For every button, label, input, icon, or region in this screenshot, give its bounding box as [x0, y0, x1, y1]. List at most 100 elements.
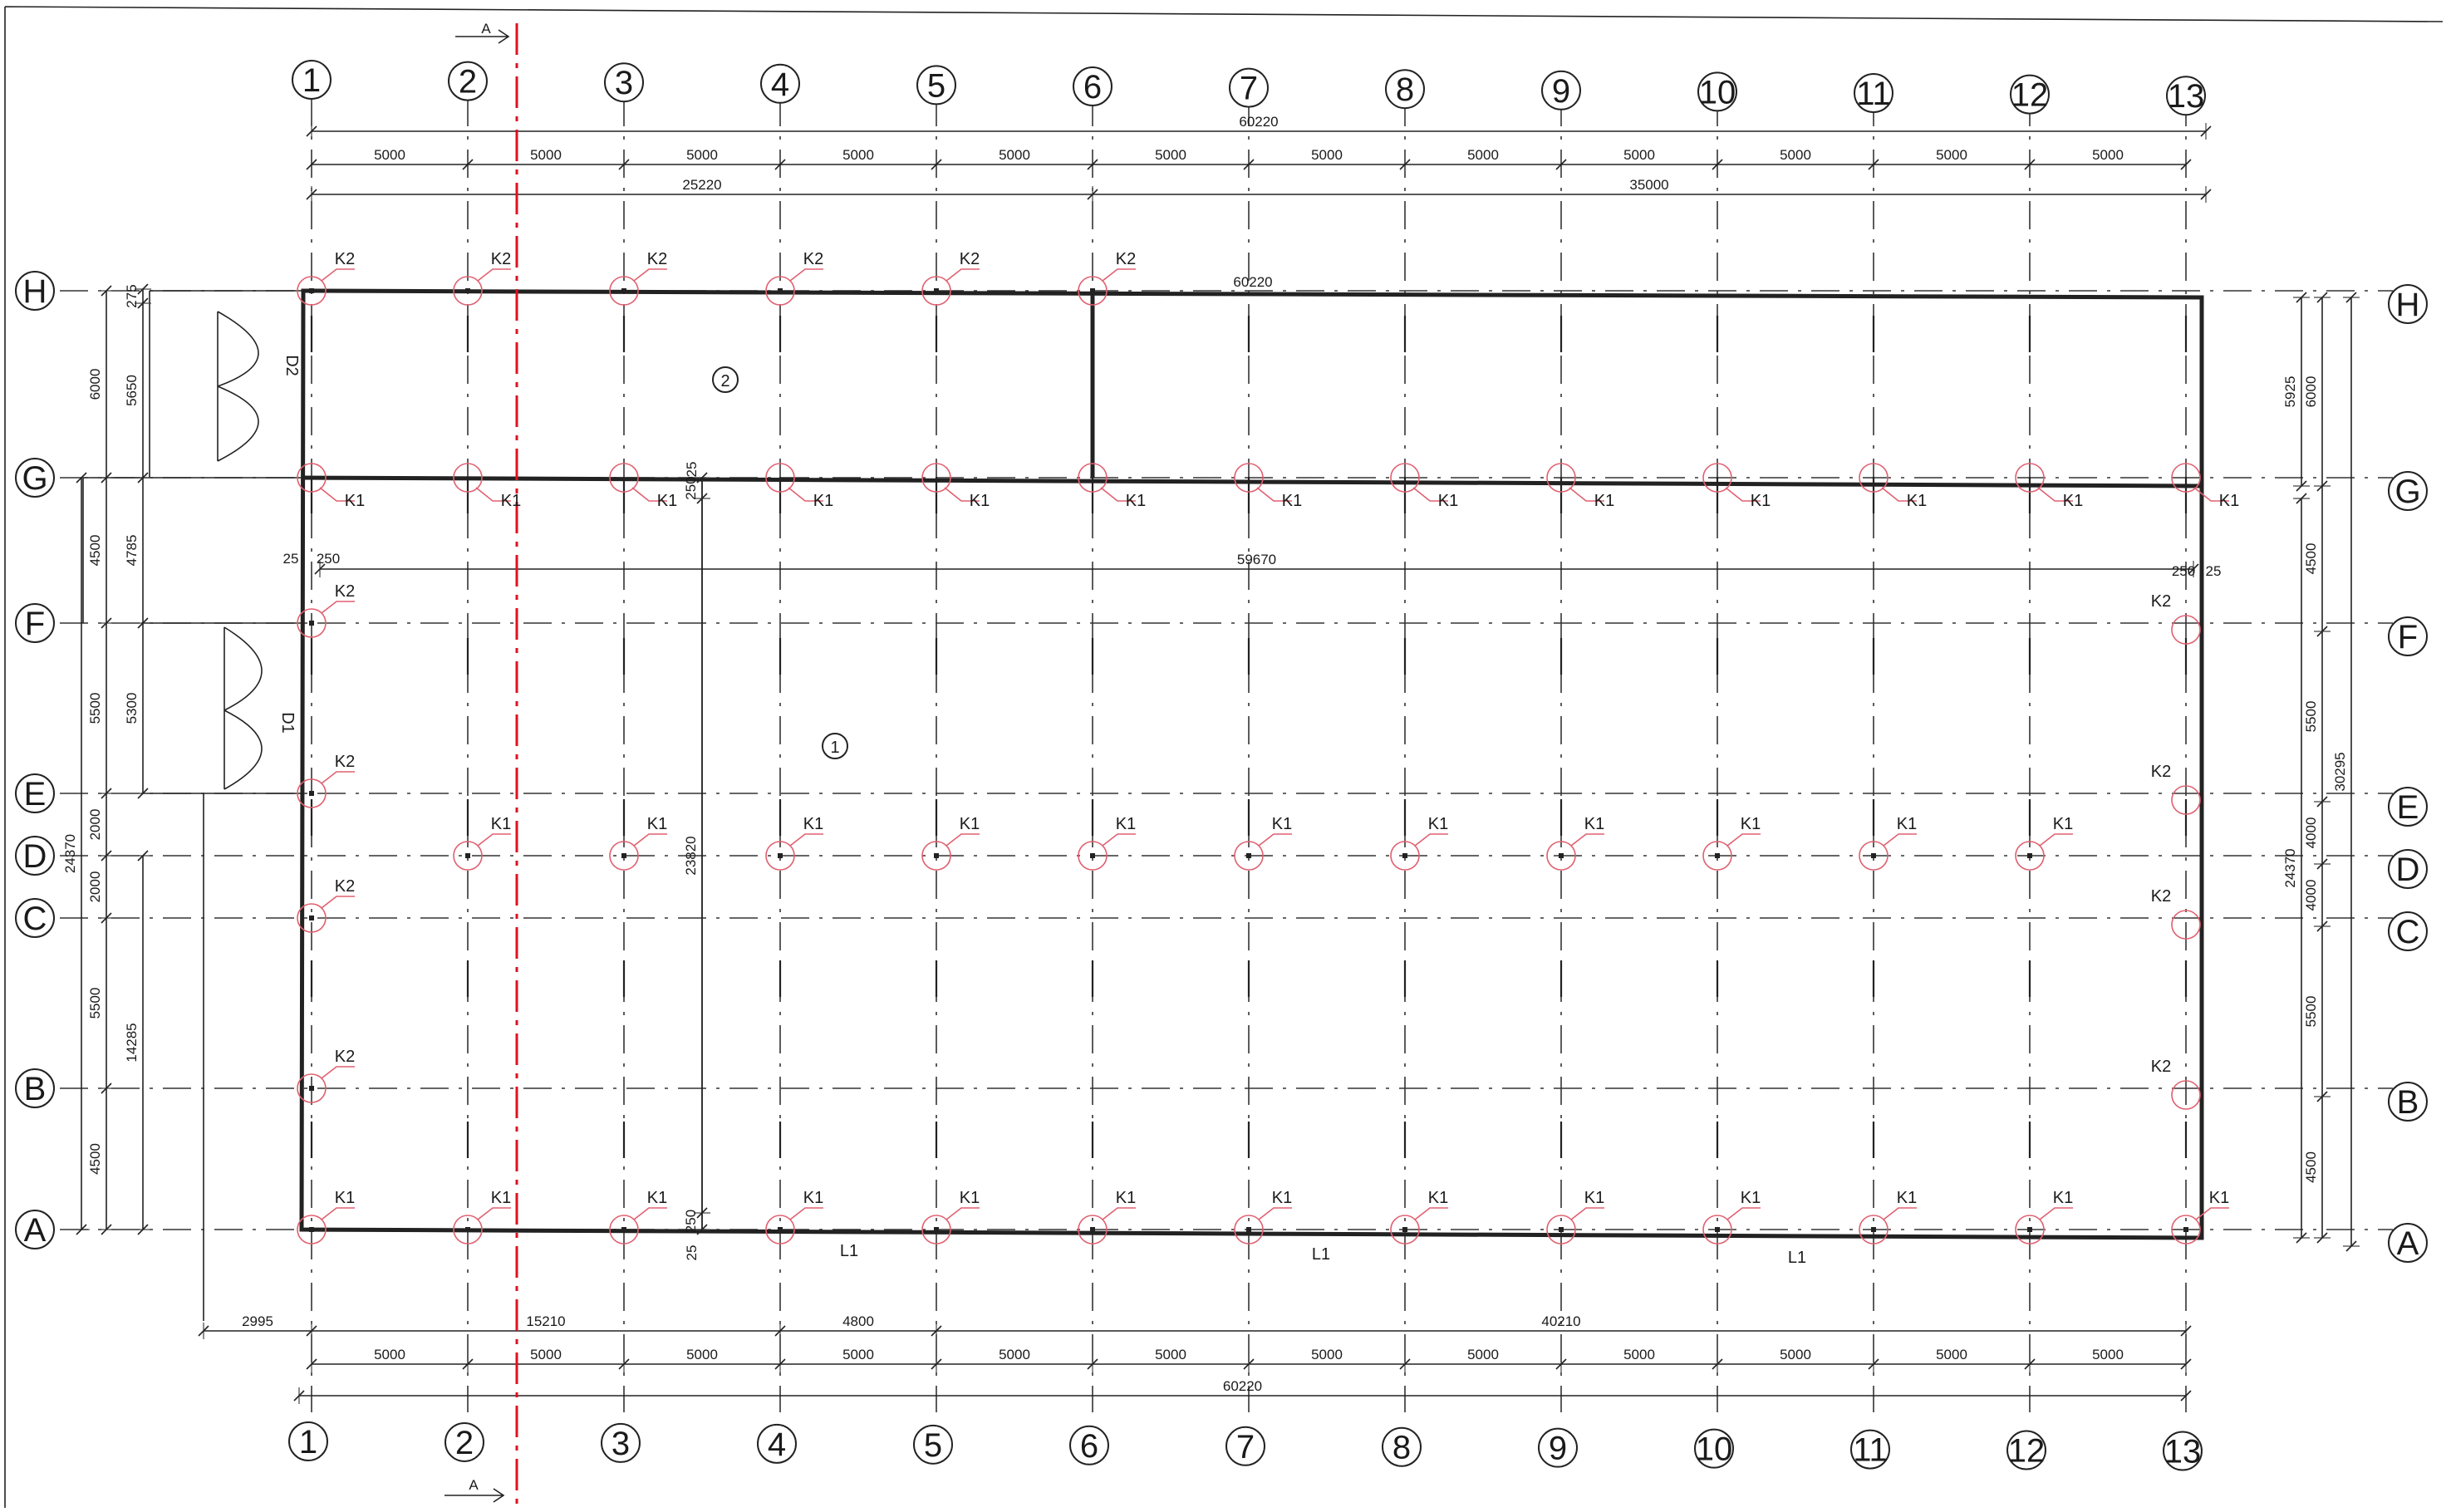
dim-bottom-segments-label-0: 2995	[242, 1313, 273, 1329]
col-right-B-label: K2	[2151, 1058, 2171, 1076]
col-d5-post	[934, 853, 939, 858]
col-d10-leader	[1726, 833, 1761, 847]
col-d2-circle	[453, 841, 483, 871]
dim-right-rows-label-4: 4000	[2303, 880, 2319, 911]
section-arrow-top	[455, 29, 510, 44]
axis-bubble-bottom-6-circle	[1069, 1425, 1109, 1465]
col-a9-post	[1559, 1227, 1564, 1232]
dim-bottom-segments-slash-4	[2180, 1325, 2192, 1337]
col-a1-post	[309, 1227, 314, 1232]
col-g8-leader	[1412, 487, 1448, 502]
dim-left-rows-slash-2	[101, 617, 112, 629]
door-d1	[223, 626, 263, 790]
section-cut-line	[445, 23, 518, 1508]
col-left-B-post	[309, 1086, 314, 1091]
col-d7-label: K1	[1272, 815, 1292, 833]
dim-left-annex-label-0: 275	[124, 284, 140, 307]
axis-bubble-left-H-label: H	[23, 273, 47, 310]
axis-bubble-left-E-circle	[15, 773, 55, 813]
axis-bubble-right-D-label: D	[2396, 852, 2420, 888]
dim-bottom-spans-slash-10	[1868, 1358, 1879, 1370]
dim-top-spans-label-5: 5000	[1155, 147, 1186, 163]
axis-bubble-top-11-label: 11	[1856, 76, 1891, 112]
col-d9-post	[1559, 853, 1564, 858]
dim-left-annex-label-3: 5300	[124, 693, 140, 724]
axis-bubble-left-C-label: C	[23, 901, 47, 937]
dim-left-lower-label-0: 14285	[124, 1023, 140, 1062]
dim-bottom-spans-slash-0	[306, 1358, 317, 1370]
col-a13-leader	[2195, 1207, 2229, 1220]
col-a10-label: K1	[1741, 1189, 1761, 1207]
door-d2-label: D2	[282, 355, 301, 376]
dim-left-annex-slash-3	[137, 617, 149, 629]
col-right-C-circle	[2171, 910, 2201, 940]
col-a12-post	[2027, 1227, 2032, 1232]
dim-bottom-spans-label-11: 5000	[2092, 1347, 2124, 1362]
col-a6-leader	[1102, 1207, 1136, 1220]
col-d3-circle	[609, 841, 639, 871]
axis-bubble-bottom-4-circle	[757, 1423, 797, 1464]
col-d9-leader	[1570, 833, 1604, 847]
col-h1-label: K2	[335, 250, 355, 268]
dim-top-spans-label-3: 5000	[842, 147, 874, 163]
dim-left-lower-slash-1	[137, 1224, 149, 1235]
dim-left-rows-label-1: 4500	[87, 535, 103, 567]
axis-bubble-right-G-circle	[2388, 471, 2428, 511]
col-d5-leader	[945, 833, 980, 847]
col-d2-label: K1	[491, 815, 511, 833]
col-g1-leader	[319, 487, 355, 502]
col-d6-leader	[1102, 833, 1136, 847]
axis-bubble-right-B-circle	[2388, 1082, 2428, 1122]
col-left-C-label: K2	[335, 877, 355, 896]
col-d8-leader	[1414, 833, 1448, 847]
axis-bubble-bottom-3-circle	[601, 1422, 641, 1463]
col-a4-leader	[789, 1207, 823, 1220]
dimension-lines	[73, 100, 2360, 1404]
axis-bubble-right-F-circle	[2388, 616, 2428, 656]
col-d4-circle	[765, 841, 795, 871]
dim-top-parts-slash-0	[306, 189, 317, 200]
dim-top-overall-label-0: 60220	[1239, 114, 1278, 130]
dim-top-spans-label-6: 5000	[1311, 147, 1343, 163]
dim-top-spans-slash-11	[2024, 159, 2036, 170]
col-d12-circle	[2015, 841, 2045, 871]
col-a5-label: K1	[960, 1189, 980, 1207]
axis-bubble-top-9-label: 9	[1552, 73, 1570, 110]
dim-bottom-spans-label-5: 5000	[1155, 1347, 1186, 1362]
axis-bubble-bottom-5-label: 5	[924, 1427, 942, 1464]
dim-top-spans-slash-0	[306, 159, 317, 170]
col-left-E-post	[309, 791, 314, 796]
col-a6-circle	[1078, 1215, 1108, 1244]
axis-bubble-bottom-13-circle	[2163, 1431, 2203, 1471]
dim-right-rows-slash-2	[2316, 626, 2328, 637]
col-d4-post	[778, 853, 783, 858]
axis-bubble-right-G-label: G	[2394, 474, 2420, 510]
col-left-E-circle	[297, 778, 327, 808]
axis-bubble-left-E-label: E	[24, 776, 47, 812]
axis-bubble-bottom-7-label: 7	[1236, 1429, 1255, 1465]
col-g8-circle	[1390, 463, 1420, 493]
room-2-label: 2	[720, 372, 729, 390]
col-d5-label: K1	[960, 815, 980, 833]
col-g4-leader	[788, 487, 823, 502]
dim-bottom-segments-label-3: 40210	[1541, 1313, 1580, 1329]
dim-bottom-spans-label-2: 5000	[686, 1347, 718, 1362]
col-g9-leader	[1569, 487, 1604, 502]
dim-bottom-spans-slash-2	[618, 1358, 630, 1370]
col-h2-post	[465, 288, 470, 293]
axis-bubble-top-13-label: 13	[2168, 78, 2205, 115]
axis-bubble-top-10-label: 10	[1699, 74, 1736, 110]
dim-top-spans-label-8: 5000	[1623, 147, 1655, 163]
dim-right-total-slash-0	[2296, 493, 2307, 504]
dim-right-rows-label-6: 4500	[2303, 1151, 2319, 1183]
col-h2-label: K2	[491, 250, 511, 268]
dim-bottom-spans-label-3: 5000	[842, 1347, 874, 1362]
wall-axis-g	[302, 475, 2203, 488]
dim-top-parts-label-1: 35000	[1629, 177, 1668, 193]
col-h6-leader	[1102, 268, 1136, 282]
axis-bubble-top-2-label: 2	[459, 64, 477, 101]
dim-bottom-spans-slash-5	[1087, 1358, 1098, 1370]
col-h4-post	[778, 288, 783, 293]
col-a9-leader	[1570, 1207, 1604, 1220]
col-a9-label: K1	[1584, 1189, 1604, 1207]
